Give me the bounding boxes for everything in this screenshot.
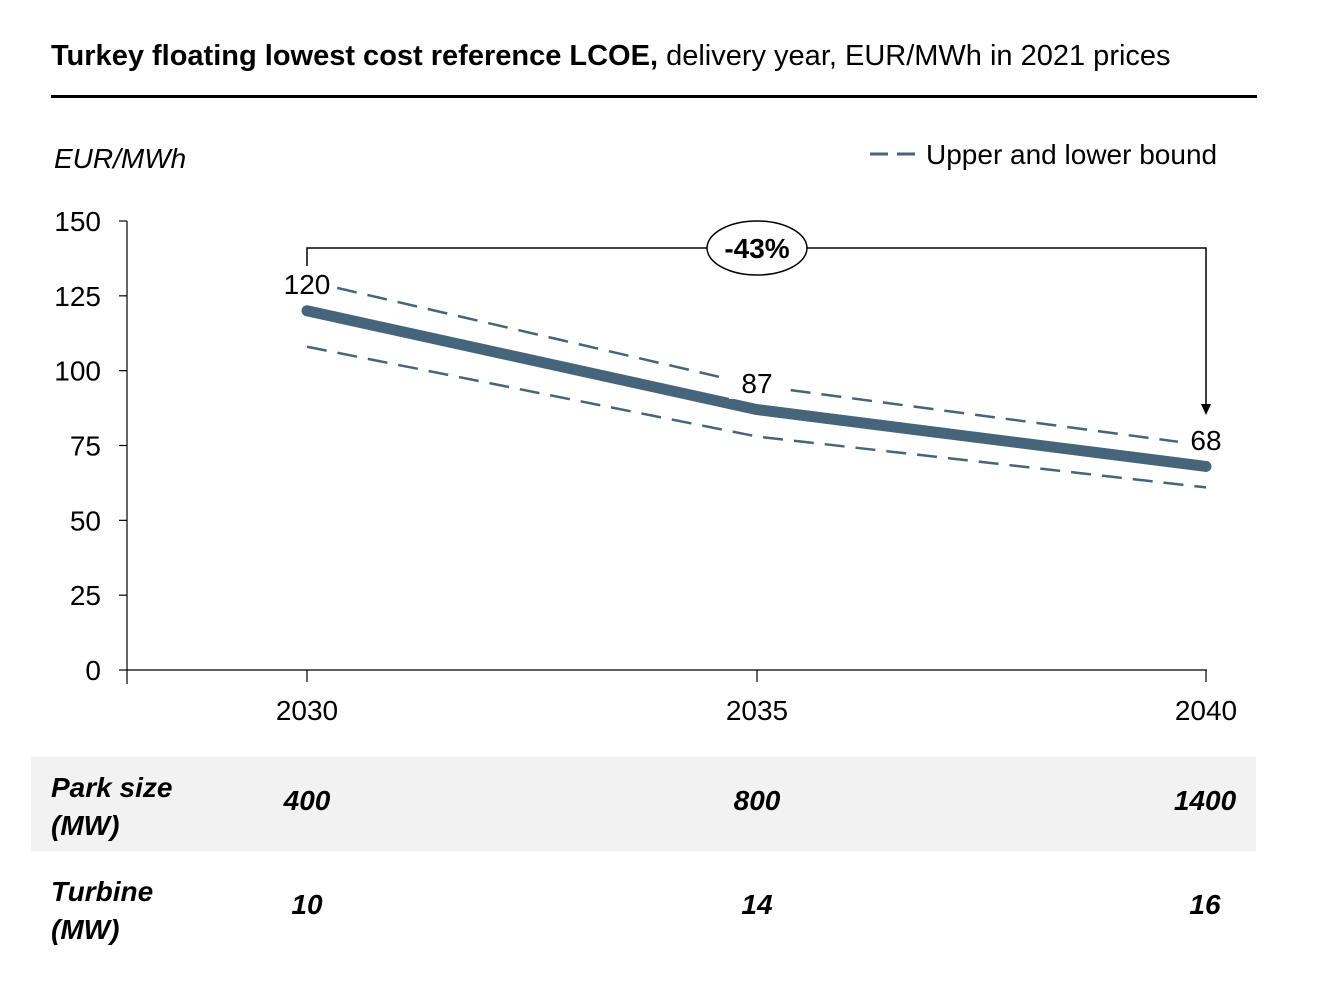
series-upper-bound bbox=[306, 279, 1207, 447]
chart-title-bold: Turkey floating lowest cost reference LC… bbox=[51, 40, 659, 72]
row-label-turbine: Turbine (MW) bbox=[51, 873, 153, 949]
legend-label: Upper and lower bound bbox=[926, 139, 1217, 170]
row-label-turbine-line2: (MW) bbox=[51, 914, 120, 945]
table-row-turbine: Turbine (MW) 10 14 16 bbox=[31, 861, 1256, 955]
park-size-2035: 800 bbox=[733, 785, 781, 816]
y-tick-label-25: 25 bbox=[70, 580, 101, 611]
data-label-bg-2040 bbox=[1178, 426, 1234, 456]
row-label-park-size-line1: Park size bbox=[51, 772, 173, 803]
data-label-2040: 68 bbox=[1190, 425, 1221, 456]
series-group: 120 87 68 bbox=[279, 269, 1234, 489]
x-tick-label-2035: 2035 bbox=[726, 695, 788, 726]
x-tick-label-2040: 2040 bbox=[1175, 695, 1237, 726]
title-rule bbox=[51, 95, 1257, 98]
data-label-bg-2035 bbox=[729, 369, 785, 399]
y-axis-label: EUR/MWh bbox=[54, 143, 186, 174]
park-size-2030: 400 bbox=[283, 785, 331, 816]
change-annotation: -43% bbox=[306, 220, 1211, 415]
data-label-2035: 87 bbox=[741, 368, 772, 399]
turbine-2040: 16 bbox=[1189, 889, 1221, 920]
row-label-turbine-line1: Turbine bbox=[51, 876, 154, 907]
change-percent-label: -43% bbox=[724, 233, 789, 264]
x-tick-label-2030: 2030 bbox=[276, 695, 338, 726]
series-lower-bound bbox=[306, 345, 1207, 489]
turbine-2035: 14 bbox=[741, 889, 773, 920]
row-label-park-size-line2: (MW) bbox=[51, 810, 120, 841]
y-tick-label-150: 150 bbox=[54, 206, 101, 237]
table-row-park-size: Park size (MW) 400 800 1400 bbox=[31, 757, 1256, 851]
lcoe-chart: EUR/MWh Upper and lower bound 0 25 50 75 100… bbox=[54, 139, 1237, 726]
chart-title: Turkey floating lowest cost reference LC… bbox=[51, 40, 1171, 73]
y-tick-label-125: 125 bbox=[54, 281, 101, 312]
park-size-2040: 1400 bbox=[1173, 785, 1237, 816]
data-label-2030: 120 bbox=[284, 269, 331, 300]
row-label-park-size: Park size (MW) bbox=[51, 769, 172, 845]
y-tick-label-100: 100 bbox=[54, 356, 101, 387]
y-tick-label-50: 50 bbox=[70, 505, 101, 536]
y-tick-label-75: 75 bbox=[70, 431, 101, 462]
change-bubble bbox=[706, 220, 808, 276]
axes: 0 25 50 75 100 125 150 2030 2035 2040 bbox=[54, 206, 1237, 726]
chart-title-normal: delivery year, EUR/MWh in 2021 prices bbox=[658, 40, 1171, 72]
change-arrowhead bbox=[1201, 404, 1211, 415]
data-label-bg-2030 bbox=[279, 270, 335, 300]
y-tick-label-0: 0 bbox=[85, 655, 101, 686]
turbine-2030: 10 bbox=[291, 889, 323, 920]
legend: Upper and lower bound bbox=[870, 139, 1217, 170]
series-lcoe bbox=[301, 305, 1212, 472]
